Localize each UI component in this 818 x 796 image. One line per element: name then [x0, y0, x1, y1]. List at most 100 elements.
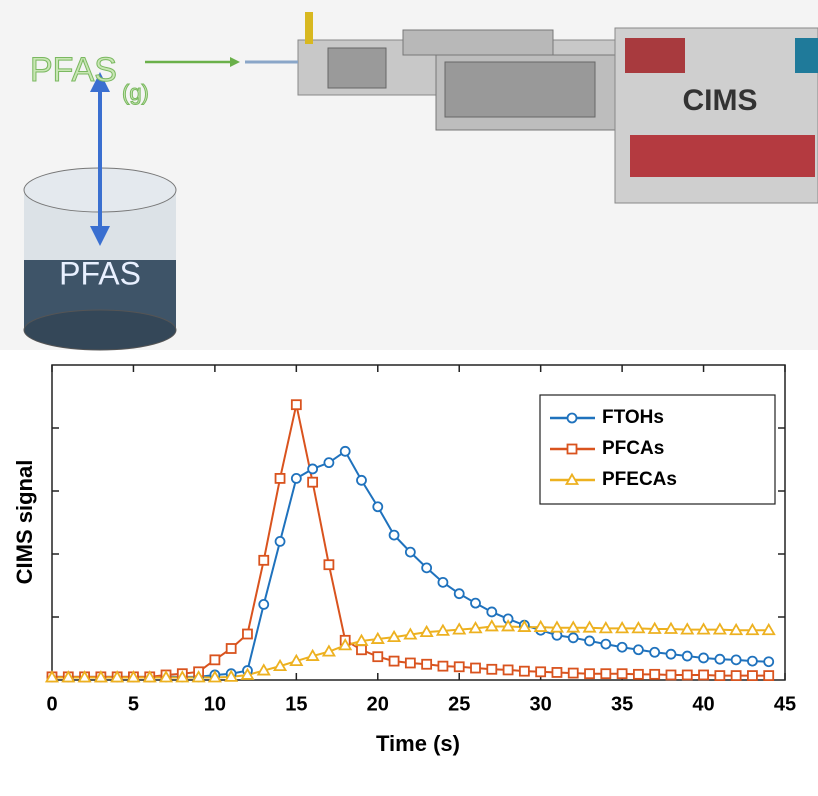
- marker: [763, 670, 775, 681]
- marker: [142, 670, 157, 683]
- marker: [323, 457, 335, 469]
- marker: [290, 399, 302, 411]
- marker: [729, 622, 744, 636]
- gas-subscript: (g): [122, 80, 149, 105]
- x-tick-label: 10: [204, 693, 226, 715]
- marker: [419, 624, 434, 638]
- marker: [747, 670, 758, 681]
- marker: [696, 622, 711, 635]
- marker: [712, 622, 727, 635]
- x-tick-label: 5: [128, 693, 139, 715]
- x-tick-label: 35: [611, 693, 633, 715]
- marker: [435, 623, 450, 636]
- x-tick-label: 45: [774, 693, 796, 715]
- instrument-label: CIMS: [683, 84, 758, 117]
- marker: [567, 632, 579, 644]
- marker: [698, 652, 709, 664]
- marker: [584, 668, 595, 680]
- marker: [339, 445, 351, 457]
- marker: [305, 648, 320, 661]
- plot-frame: [51, 364, 786, 681]
- marker: [388, 655, 400, 667]
- lens: [327, 47, 387, 89]
- x-axis-title: Time (s): [376, 731, 460, 756]
- marker: [388, 529, 400, 541]
- marker: [175, 670, 190, 683]
- marker: [649, 646, 661, 658]
- legend-box: [539, 394, 776, 505]
- marker: [745, 622, 760, 636]
- arrowhead: [90, 226, 110, 246]
- marker: [44, 670, 60, 683]
- marker: [207, 670, 222, 683]
- legend-marker: [566, 443, 578, 455]
- marker: [274, 472, 286, 484]
- marker: [616, 668, 628, 680]
- x-tick-label: 25: [448, 693, 470, 715]
- marker: [747, 655, 758, 667]
- marker: [681, 669, 693, 681]
- marker: [453, 588, 465, 600]
- marker: [158, 670, 174, 683]
- marker: [730, 670, 742, 681]
- x-tick-label: 40: [692, 693, 714, 715]
- marker: [258, 599, 270, 610]
- marker: [356, 474, 367, 486]
- marker: [421, 658, 433, 670]
- marker: [61, 670, 76, 683]
- quad-core: [444, 61, 596, 118]
- marker: [323, 559, 335, 571]
- legend-marker: [566, 412, 578, 424]
- marker: [290, 472, 302, 484]
- x-tick-label: 15: [285, 693, 307, 715]
- x-tick-label: 20: [367, 693, 389, 715]
- x-tick-label: 30: [530, 693, 552, 715]
- marker: [533, 619, 548, 632]
- marker: [372, 651, 384, 663]
- marker: [517, 619, 532, 632]
- marker: [633, 644, 644, 656]
- marker: [437, 576, 449, 588]
- vial-bottom: [23, 309, 177, 351]
- diagram: PFAS (g) PFAS CIMS: [0, 0, 818, 351]
- marker: [502, 664, 514, 676]
- y-axis-title: CIMS signal: [12, 460, 37, 585]
- marker: [615, 621, 630, 634]
- arrowhead: [90, 72, 110, 92]
- gas-label: PFAS: [30, 51, 117, 89]
- marker: [549, 620, 565, 633]
- marker: [698, 669, 709, 681]
- arrowhead: [230, 57, 240, 67]
- marker: [242, 628, 253, 640]
- marker: [665, 669, 677, 681]
- valve: [305, 12, 313, 44]
- marker: [633, 668, 644, 680]
- marker: [421, 562, 433, 574]
- marker: [126, 670, 141, 683]
- legend-label: FTOHs: [602, 407, 664, 428]
- marker: [240, 667, 255, 680]
- marker: [763, 656, 775, 668]
- marker: [258, 554, 270, 566]
- marker: [470, 662, 481, 674]
- x-tick-label: 0: [46, 693, 57, 715]
- marker: [468, 621, 483, 634]
- marker: [730, 654, 742, 666]
- marker: [307, 476, 319, 488]
- marker: [714, 670, 726, 681]
- marker: [649, 668, 661, 680]
- marker: [370, 631, 385, 644]
- marker: [256, 663, 271, 676]
- marker: [551, 667, 563, 678]
- liquid-label: PFAS: [59, 255, 141, 291]
- marker: [582, 620, 597, 633]
- marker: [404, 657, 416, 669]
- marker: [354, 633, 369, 646]
- marker: [403, 627, 418, 640]
- marker: [224, 669, 239, 682]
- marker: [274, 536, 286, 547]
- marker: [598, 621, 613, 634]
- marker: [452, 622, 467, 635]
- marker: [681, 650, 693, 662]
